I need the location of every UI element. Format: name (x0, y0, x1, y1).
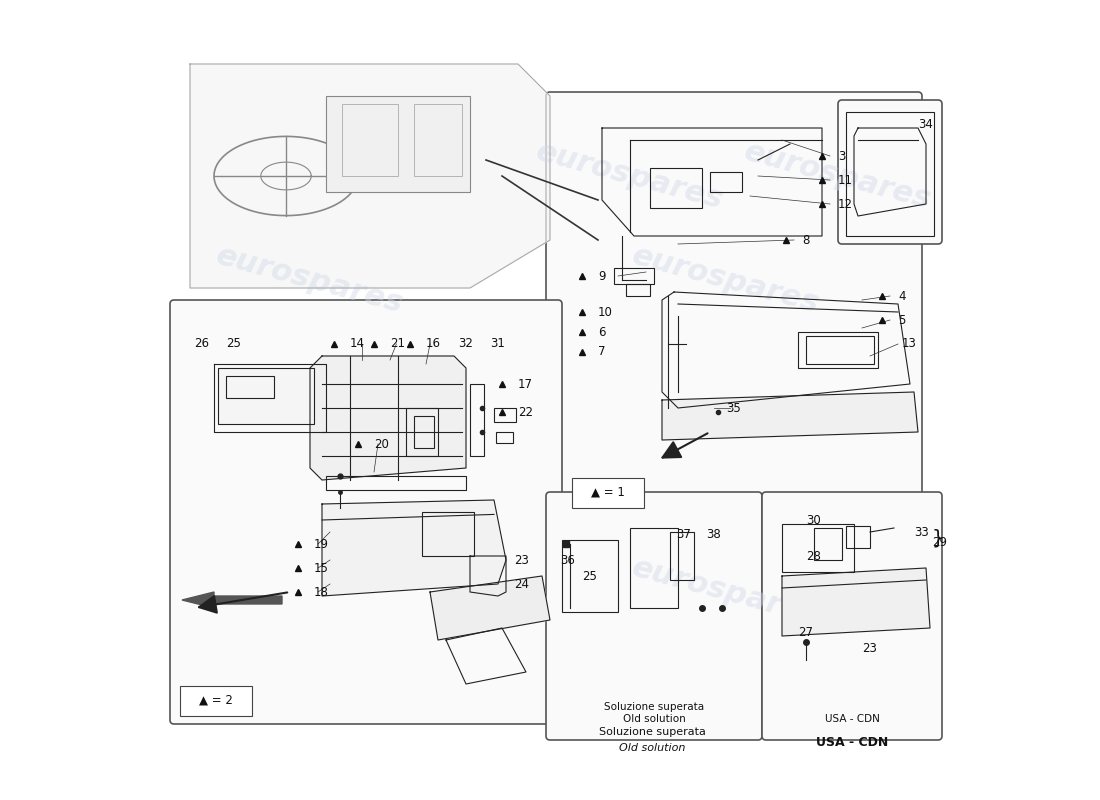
Text: 25: 25 (582, 570, 597, 582)
Text: 16: 16 (426, 338, 441, 350)
Text: 35: 35 (726, 402, 740, 414)
Text: 11: 11 (838, 174, 853, 186)
Text: 23: 23 (862, 642, 877, 654)
Text: 23: 23 (514, 554, 529, 566)
Text: 38: 38 (706, 528, 721, 541)
Bar (494, 408, 516, 422)
Text: 17: 17 (518, 378, 534, 390)
Polygon shape (190, 64, 550, 288)
Text: 8: 8 (802, 234, 810, 246)
Text: eurospares: eurospares (629, 241, 823, 319)
Bar (406, 408, 438, 456)
Text: 14: 14 (350, 338, 365, 350)
Text: 30: 30 (806, 514, 821, 526)
Text: Soluzione superata
Old solution: Soluzione superata Old solution (604, 702, 704, 724)
Bar (670, 532, 694, 580)
Polygon shape (310, 356, 466, 480)
FancyBboxPatch shape (546, 492, 762, 740)
Text: 3: 3 (838, 150, 846, 162)
Bar (562, 540, 618, 612)
FancyBboxPatch shape (546, 92, 922, 516)
Bar (414, 416, 435, 448)
Bar (218, 368, 314, 424)
Bar (326, 96, 470, 192)
FancyBboxPatch shape (762, 492, 942, 740)
Text: 34: 34 (918, 118, 933, 130)
Bar (630, 528, 678, 608)
FancyBboxPatch shape (838, 100, 942, 244)
Text: 32: 32 (458, 338, 473, 350)
Text: 12: 12 (838, 198, 853, 210)
Text: 24: 24 (514, 578, 529, 590)
Text: 7: 7 (598, 346, 605, 358)
Text: 25: 25 (226, 338, 241, 350)
Text: 31: 31 (490, 338, 505, 350)
Text: 19: 19 (314, 538, 329, 550)
Text: USA - CDN: USA - CDN (816, 736, 889, 749)
Text: 36: 36 (560, 554, 575, 566)
Text: 20: 20 (374, 438, 389, 450)
Text: 26: 26 (194, 338, 209, 350)
Bar (422, 512, 474, 556)
Text: 27: 27 (798, 626, 813, 638)
Text: 37: 37 (676, 528, 691, 541)
Bar (326, 476, 466, 490)
Text: 29: 29 (933, 536, 947, 549)
Bar (846, 112, 934, 236)
Bar (814, 528, 842, 560)
FancyBboxPatch shape (572, 478, 644, 508)
Text: 15: 15 (314, 562, 329, 574)
Bar (226, 376, 274, 398)
Bar (496, 432, 514, 443)
Text: 22: 22 (518, 406, 534, 418)
Polygon shape (322, 500, 506, 596)
Bar (614, 268, 654, 284)
Text: eurospares: eurospares (213, 241, 407, 319)
Bar (342, 104, 398, 176)
Text: Soluzione superata: Soluzione superata (600, 727, 706, 737)
Text: eurospares: eurospares (629, 553, 823, 631)
Text: 6: 6 (598, 326, 605, 338)
Bar (414, 104, 462, 176)
Text: eurospares: eurospares (534, 137, 727, 215)
Text: eurospares: eurospares (741, 137, 935, 215)
Bar (806, 336, 874, 364)
Bar (650, 168, 702, 208)
Text: Old solution: Old solution (619, 743, 685, 753)
Bar (798, 332, 878, 368)
Text: 13: 13 (902, 338, 917, 350)
Bar (782, 524, 854, 572)
Text: 33: 33 (914, 526, 928, 538)
Text: 9: 9 (598, 270, 605, 282)
Text: 5: 5 (898, 314, 905, 326)
Polygon shape (782, 568, 929, 636)
Text: ▲ = 2: ▲ = 2 (199, 694, 233, 706)
Text: 4: 4 (898, 290, 905, 302)
Text: }: } (932, 528, 944, 547)
Bar (470, 384, 484, 456)
Text: 28: 28 (806, 550, 821, 562)
Bar (846, 526, 870, 548)
Text: 18: 18 (314, 586, 329, 598)
Polygon shape (430, 576, 550, 640)
Text: 21: 21 (390, 338, 405, 350)
Text: ▲ = 1: ▲ = 1 (592, 486, 625, 498)
Text: USA - CDN: USA - CDN (825, 714, 879, 724)
Bar (626, 284, 650, 296)
Bar (710, 172, 742, 192)
Text: 10: 10 (598, 306, 613, 318)
FancyBboxPatch shape (180, 686, 252, 716)
Polygon shape (662, 392, 918, 440)
Polygon shape (182, 592, 282, 608)
FancyBboxPatch shape (170, 300, 562, 724)
